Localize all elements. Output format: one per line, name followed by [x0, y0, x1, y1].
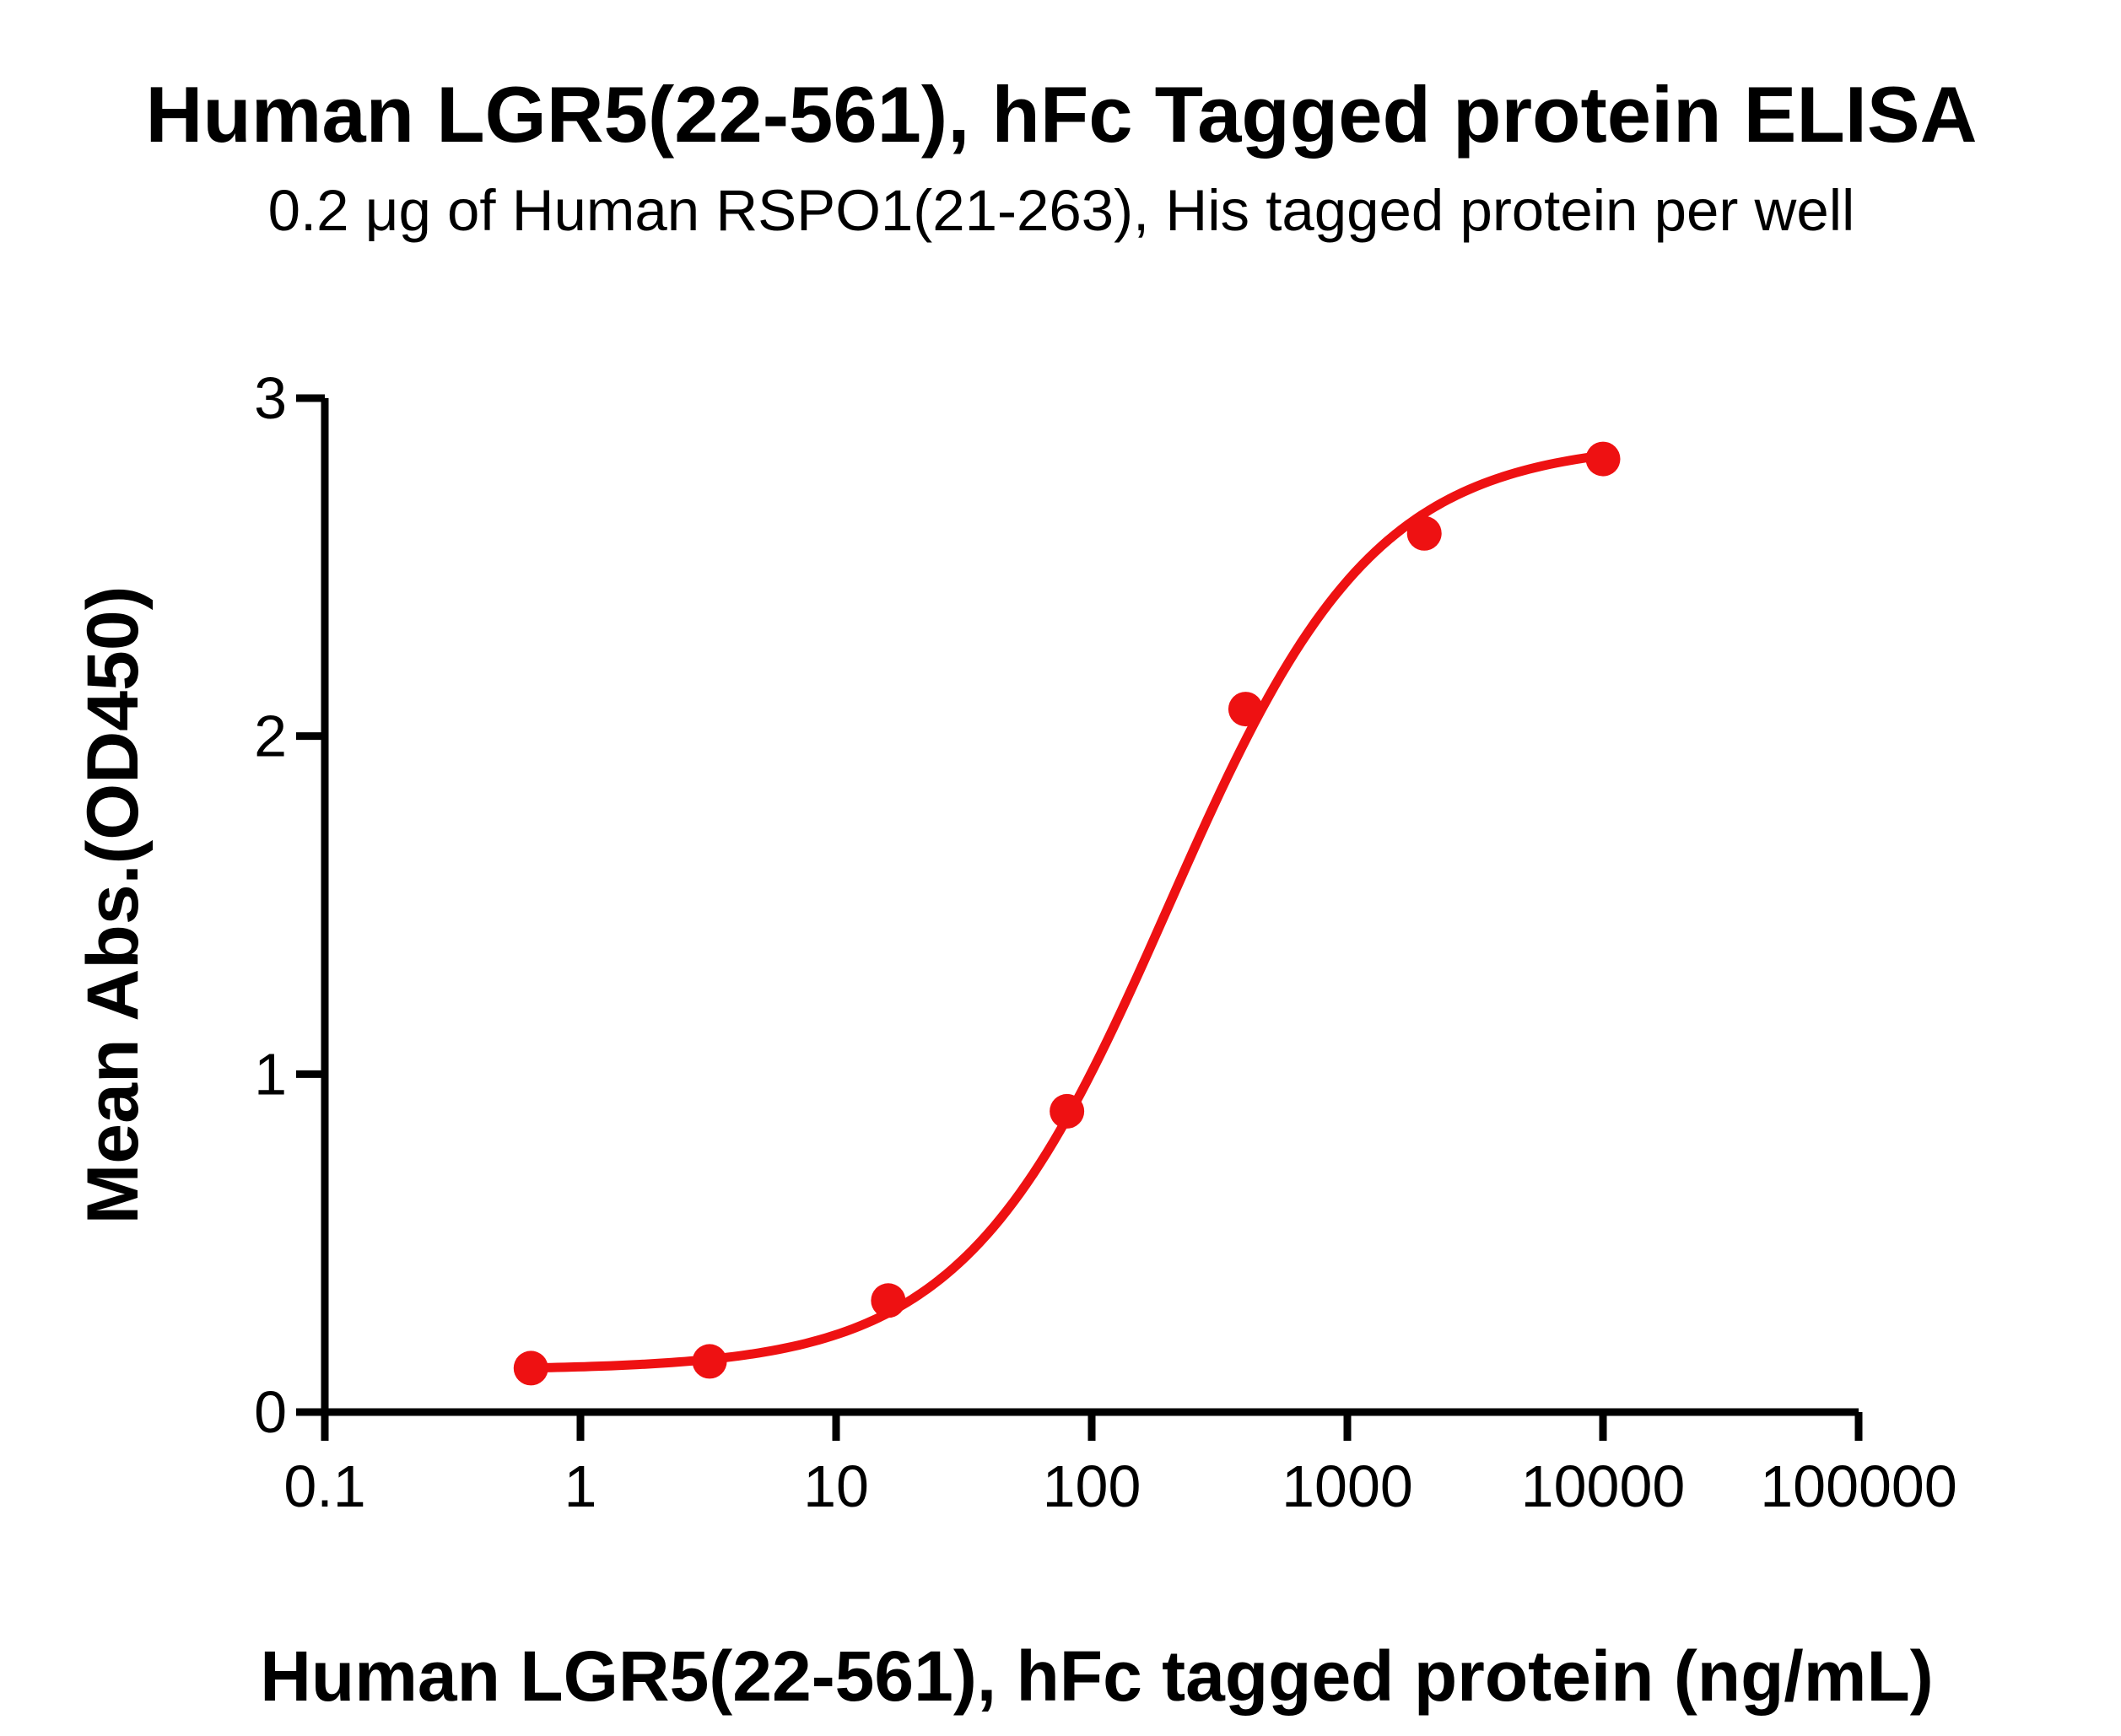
- axes: [321, 397, 1859, 1416]
- y-tick-label: 1: [254, 1041, 287, 1107]
- data-point: [1406, 515, 1442, 551]
- data-point: [513, 1351, 548, 1386]
- y-tick-label: 0: [254, 1379, 287, 1445]
- x-tick-label: 10000: [1521, 1453, 1686, 1519]
- axis-lines: [321, 397, 1859, 1416]
- x-tick-label: 10: [803, 1453, 869, 1519]
- x-tick-label: 0.1: [283, 1453, 365, 1519]
- data-point: [1585, 441, 1621, 477]
- x-tick-label: 100000: [1760, 1453, 1957, 1519]
- fit-curve: [526, 450, 1608, 1373]
- y-tick-label: 3: [254, 365, 287, 431]
- fit-curve-path: [526, 450, 1608, 1373]
- x-tick-label: 1000: [1282, 1453, 1413, 1519]
- x-axis-title: Human LGR5(22-561), hFc tagged protein (…: [260, 1636, 1933, 1716]
- data-point: [1050, 1093, 1085, 1129]
- data-point: [692, 1344, 727, 1379]
- x-axis-ticks: 0.1 1 10 100 1000 10000 100000: [283, 1412, 1957, 1519]
- x-tick-label: 100: [1043, 1453, 1141, 1519]
- y-tick-label: 2: [254, 704, 287, 769]
- x-tick-label: 1: [564, 1453, 597, 1519]
- y-axis-title: Mean Abs.(OD450): [73, 586, 154, 1225]
- chart-subtitle: 0.2 μg of Human RSPO1(21-263), His tagge…: [268, 178, 1855, 243]
- data-points: [513, 441, 1621, 1386]
- data-point: [871, 1283, 906, 1318]
- data-point: [1228, 692, 1263, 727]
- y-axis-ticks: 0 1 2 3: [254, 365, 325, 1445]
- chart-title: Human LGR5(22-561), hFc Tagged protein E…: [146, 70, 1978, 159]
